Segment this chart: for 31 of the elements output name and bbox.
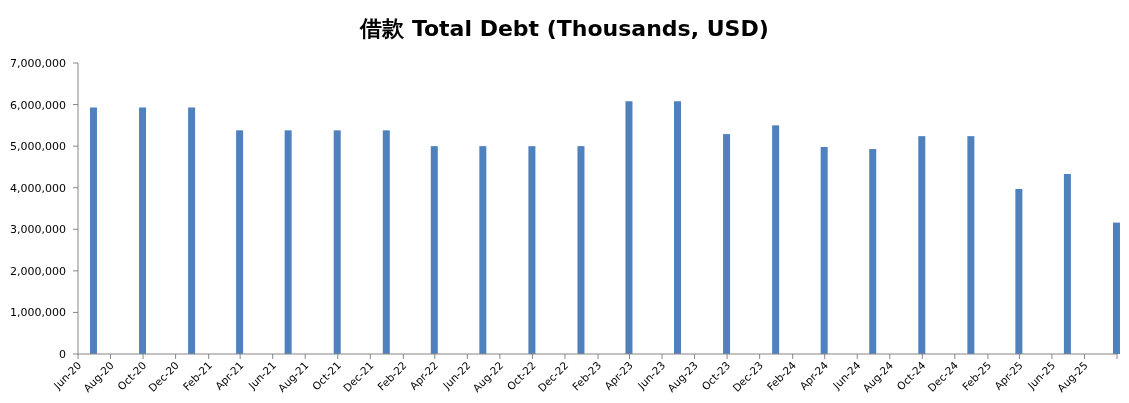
bar: [772, 125, 780, 354]
bar: [333, 130, 341, 354]
y-tick-label: 1,000,000: [10, 306, 66, 320]
bar: [284, 130, 292, 354]
y-tick-label: 6,000,000: [10, 98, 66, 112]
y-tick-label: 0: [59, 348, 66, 361]
bar: [820, 146, 828, 354]
y-tick-label: 4,000,000: [10, 181, 66, 195]
y-tick-label: 2,000,000: [10, 264, 66, 278]
bar: [430, 146, 438, 354]
bar: [479, 146, 487, 354]
bar: [869, 149, 877, 354]
bar: [1015, 188, 1023, 354]
bar: [89, 107, 97, 354]
bar: [188, 107, 196, 354]
bar: [577, 146, 585, 354]
chart-title: 借款 Total Debt (Thousands, USD): [359, 16, 769, 41]
bar: [236, 130, 244, 354]
bar: [625, 101, 633, 354]
bar: [139, 107, 147, 354]
bar: [1112, 222, 1120, 354]
y-tick-label: 3,000,000: [10, 223, 66, 237]
bar: [382, 130, 390, 354]
y-tick-label: 7,000,000: [10, 57, 66, 70]
bar: [967, 136, 975, 354]
bar: [528, 146, 536, 354]
bar: [723, 134, 731, 354]
y-tick-label: 5,000,000: [10, 140, 66, 154]
bar: [1063, 174, 1071, 354]
bar: [918, 136, 926, 354]
bar: [674, 101, 682, 354]
